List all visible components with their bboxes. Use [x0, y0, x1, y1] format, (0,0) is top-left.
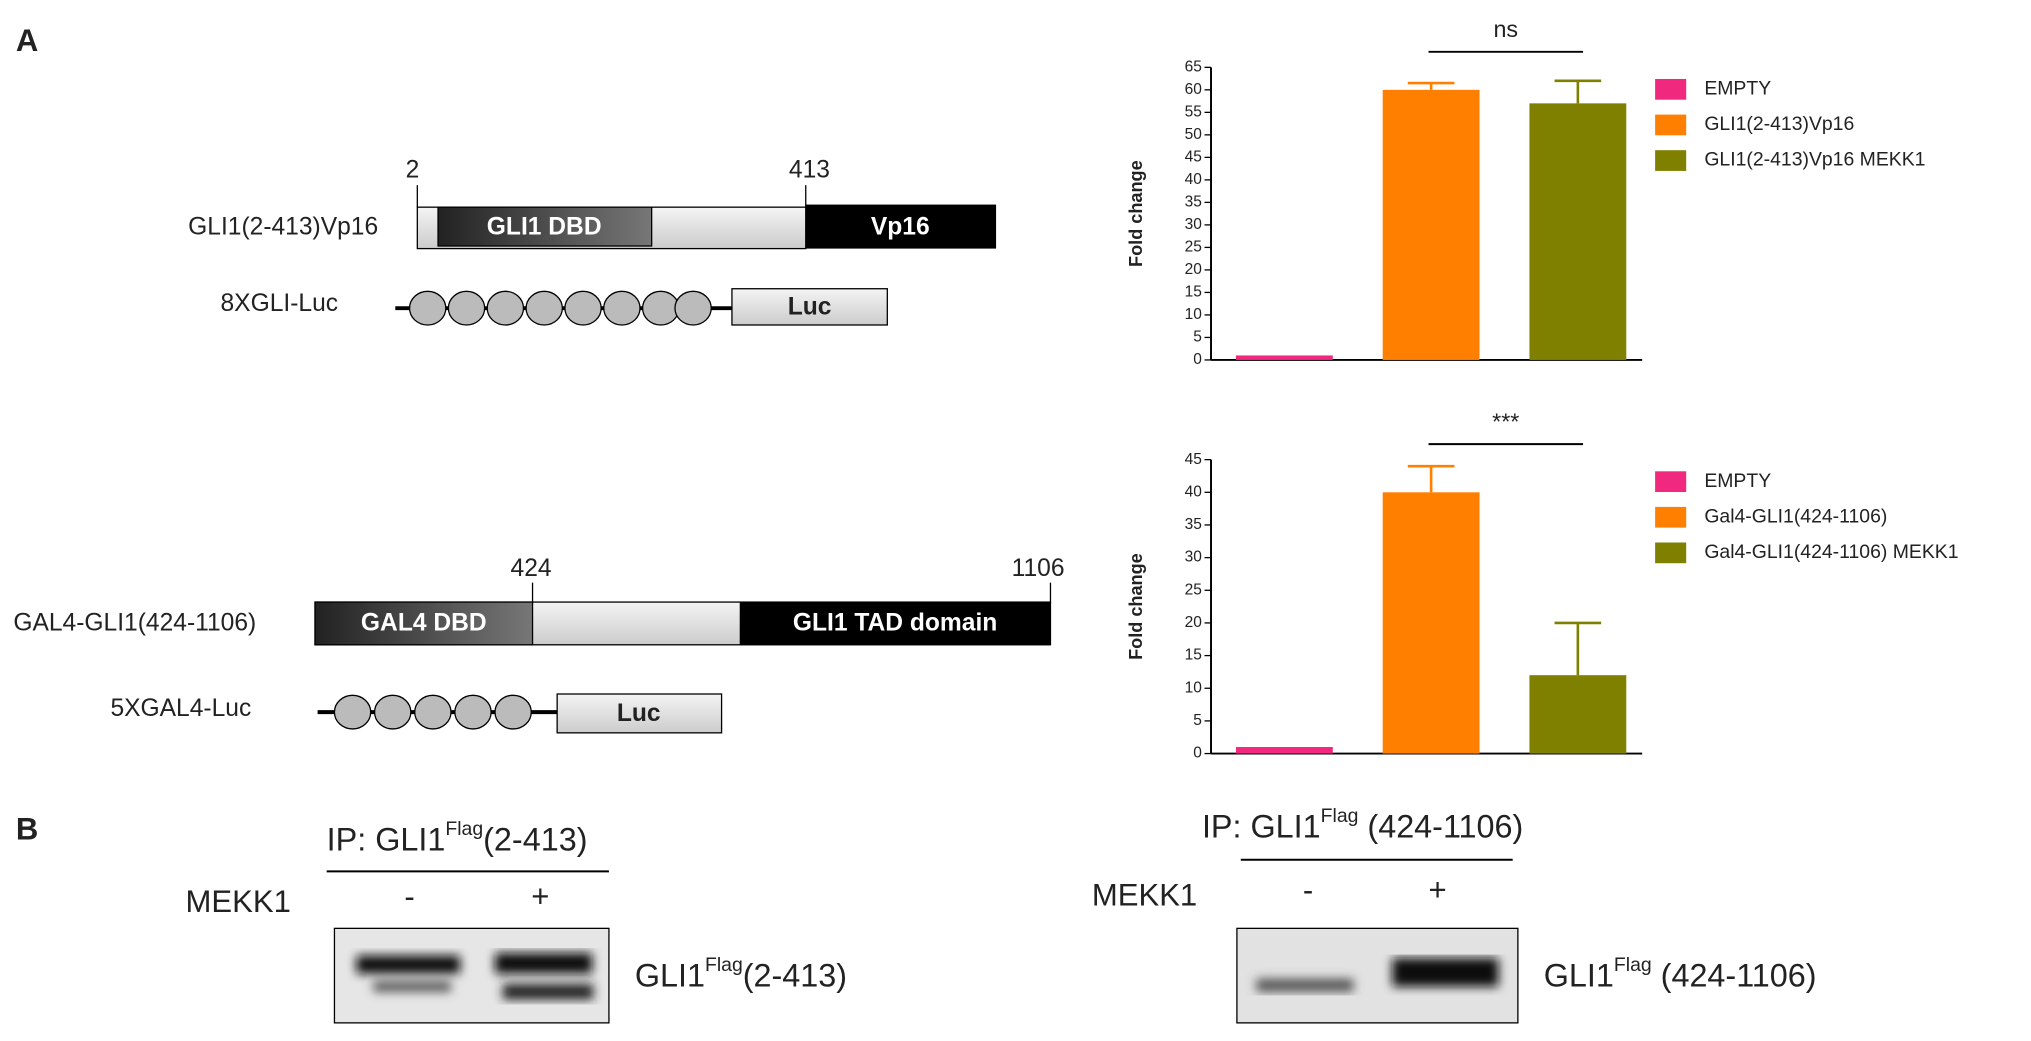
- y-tick-label: 50: [1185, 126, 1203, 143]
- legend-swatch: [1655, 150, 1687, 171]
- y-tick-label: 30: [1185, 216, 1203, 233]
- label: GAL4-GLI1(424-1106): [13, 610, 256, 637]
- legend-label: EMPTY: [1704, 470, 1771, 492]
- luc: Luc: [617, 700, 661, 727]
- legend-swatch: [1655, 542, 1687, 564]
- bar: [1235, 747, 1333, 754]
- domain: GLI1 DBD: [487, 213, 602, 240]
- y-axis-label: Fold change: [1126, 160, 1146, 267]
- band-label: GLI1Flag(2-413): [635, 954, 847, 993]
- domain: Vp16: [871, 213, 930, 240]
- significance-label: ns: [1493, 16, 1518, 42]
- y-axis-label: Fold change: [1126, 553, 1146, 660]
- legend-swatch: [1655, 114, 1687, 136]
- ip-label: IP: GLI1Flag(2-413): [327, 818, 588, 857]
- y-tick-label: 60: [1185, 81, 1203, 98]
- legend-swatch: [1655, 506, 1687, 528]
- bar: [1235, 355, 1333, 360]
- position: 2: [406, 156, 420, 183]
- row-label: MEKK1: [1092, 877, 1197, 912]
- y-tick-label: 15: [1185, 284, 1202, 301]
- blot: IP: GLI1Flag(2-413) MEKK1 - + GLI1Flag(2…: [186, 818, 847, 1024]
- y-tick-label: 55: [1185, 103, 1202, 120]
- label: 5XGAL4-Luc: [110, 695, 251, 722]
- legend-label: GLI1(2-413)Vp16 MEKK1: [1704, 149, 1925, 171]
- y-tick-label: 15: [1185, 647, 1202, 664]
- blot: IP: GLI1Flag (424-1106) MEKK1 - + GLI1Fl…: [1092, 805, 1817, 1024]
- bar: [1529, 103, 1627, 360]
- y-tick-label: 20: [1185, 614, 1203, 631]
- label: 8XGLI-Luc: [221, 290, 339, 317]
- legend-swatch: [1655, 471, 1687, 493]
- bar: [1382, 89, 1480, 360]
- panel-label: B: [16, 811, 38, 846]
- y-tick-label: 25: [1185, 581, 1202, 598]
- construct: [416, 185, 997, 250]
- lane-label: -: [1303, 872, 1313, 907]
- ip-label: IP: GLI1Flag (424-1106): [1202, 805, 1523, 844]
- y-tick-label: 10: [1185, 306, 1203, 323]
- significance-label: ***: [1492, 409, 1519, 435]
- legend-label: Gal4-GLI1(424-1106) MEKK1: [1704, 541, 1958, 563]
- bar: [1382, 492, 1480, 754]
- position: 424: [511, 555, 552, 582]
- y-tick-label: 25: [1185, 239, 1202, 256]
- y-tick-label: 0: [1193, 745, 1202, 762]
- position: 1106: [1012, 555, 1065, 582]
- y-tick-label: 30: [1185, 549, 1203, 566]
- y-tick-label: 0: [1193, 351, 1202, 368]
- y-tick-label: 35: [1185, 516, 1202, 533]
- lane-label: +: [531, 879, 549, 914]
- bar: [1529, 675, 1627, 754]
- row-label: MEKK1: [186, 884, 291, 919]
- y-tick-label: 65: [1185, 58, 1202, 75]
- domain: GAL4 DBD: [361, 610, 487, 637]
- legend-label: EMPTY: [1704, 77, 1771, 99]
- position: 413: [789, 156, 830, 183]
- y-tick-label: 5: [1193, 329, 1202, 346]
- y-tick-label: 35: [1185, 193, 1202, 210]
- panel-label: A: [16, 23, 38, 58]
- construct: [314, 582, 1052, 646]
- legend-label: GLI1(2-413)Vp16: [1704, 113, 1854, 135]
- y-tick-label: 40: [1185, 171, 1203, 188]
- domain: GLI1 TAD domain: [793, 610, 998, 637]
- label: GLI1(2-413)Vp16: [188, 213, 378, 240]
- reporter: [317, 693, 723, 734]
- y-tick-label: 5: [1193, 712, 1202, 729]
- band-label: GLI1Flag (424-1106): [1544, 954, 1817, 993]
- y-tick-label: 20: [1185, 261, 1203, 278]
- reporter: [395, 288, 888, 326]
- lane-label: +: [1429, 872, 1447, 907]
- y-tick-label: 45: [1185, 451, 1202, 468]
- y-tick-label: 40: [1185, 483, 1203, 500]
- legend-label: Gal4-GLI1(424-1106): [1704, 505, 1887, 527]
- y-tick-label: 45: [1185, 148, 1202, 165]
- y-tick-label: 10: [1185, 679, 1203, 696]
- legend-swatch: [1655, 78, 1687, 100]
- lane-label: -: [404, 879, 414, 914]
- luc: Luc: [788, 294, 832, 321]
